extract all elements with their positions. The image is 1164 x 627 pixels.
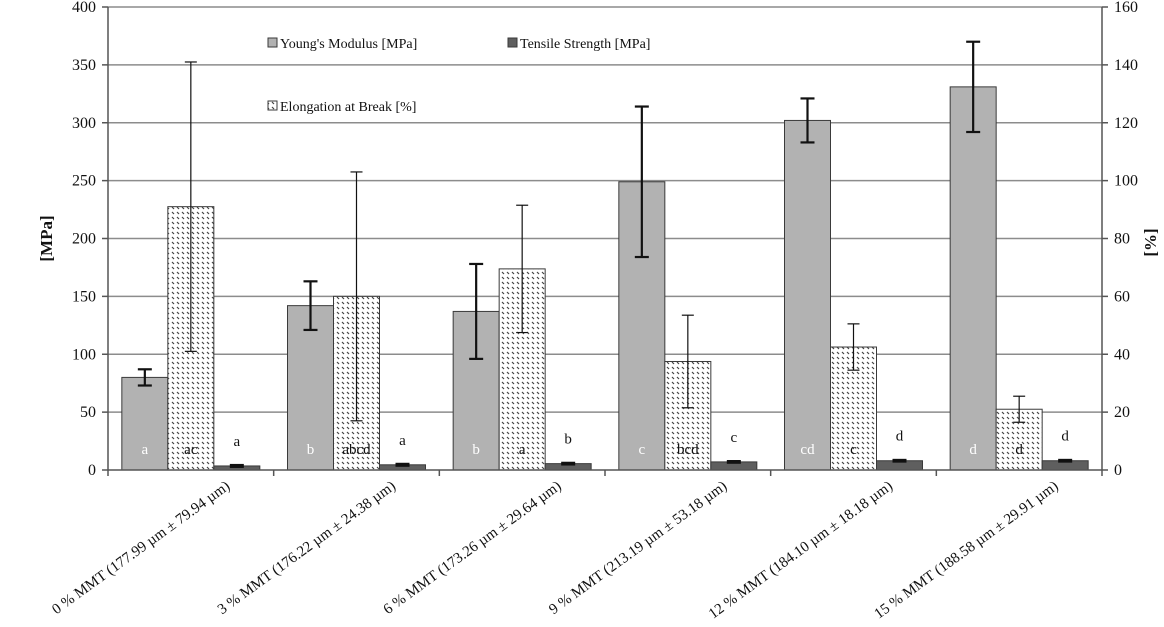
y-tick-label: 300 — [72, 115, 96, 132]
y2-tick-label: 80 — [1114, 231, 1130, 248]
gridlines — [108, 6, 1102, 413]
legend-swatch — [267, 37, 278, 48]
category-label: 12 % MMT (184.10 µm ± 18.18 µm) — [706, 478, 896, 622]
significance-letter: a — [141, 442, 148, 458]
y-tick-label: 200 — [72, 231, 96, 248]
y2-axis-title: [%] — [1141, 228, 1160, 256]
significance-letter: d — [969, 442, 977, 458]
significance-letter: c — [850, 442, 857, 458]
axes: 0 50 100 150 200 250 300 350 400 0 20 40 60 80 100 120 1… — [37, 0, 1160, 479]
y2-tick-label: 100 — [1114, 173, 1138, 190]
significance-letter: b — [307, 442, 315, 458]
significance-letter: b — [472, 442, 480, 458]
bar-0-1 — [287, 305, 334, 471]
bars — [121, 40, 1089, 471]
legend: Young's Modulus [MPa] Tensile Strength [M… — [267, 37, 650, 115]
significance-letter: ac — [184, 442, 198, 458]
significance-letter: a — [399, 433, 406, 449]
legend-label: Tensile Strength [MPa] — [520, 37, 650, 52]
y2-tick-label: 60 — [1114, 288, 1130, 305]
legend-label: Young's Modulus [MPa] — [280, 37, 417, 52]
y-tick-label: 100 — [72, 346, 96, 363]
bar-0-0 — [121, 376, 169, 471]
y2-tick-label: 0 — [1114, 462, 1122, 479]
legend-swatch — [507, 37, 518, 48]
y-tick-label: 0 — [88, 462, 96, 479]
significance-letter: a — [519, 442, 526, 458]
bar-0-4 — [784, 119, 831, 471]
y2-tick-label: 140 — [1114, 57, 1138, 74]
category-label: 15 % MMT (188.58 µm ± 29.91 µm) — [872, 478, 1062, 622]
y-tick-label: 150 — [72, 288, 96, 305]
legend-label: Elongation at Break [%] — [280, 100, 416, 115]
significance-letter: c — [730, 430, 737, 446]
legend-swatch — [267, 100, 278, 111]
y2-tick-label: 40 — [1114, 346, 1130, 363]
significance-letter: a — [233, 434, 240, 450]
category-label: 9 % MMT (213.19 µm ± 53.18 µm) — [546, 478, 730, 618]
significance-letter: abcd — [342, 442, 371, 458]
y-tick-label: 400 — [72, 0, 96, 16]
significance-letter: d — [1061, 429, 1069, 445]
y2-tick-label: 160 — [1114, 0, 1138, 16]
category-label: 0 % MMT (177.99 µm ± 79.94 µm) — [49, 478, 233, 618]
y2-tick-label: 120 — [1114, 115, 1138, 132]
category-label: 3 % MMT (176.22 µm ± 24.38 µm) — [215, 478, 399, 618]
significance-letter: cd — [800, 442, 815, 458]
y-tick-label: 50 — [80, 404, 96, 421]
y-tick-label: 350 — [72, 57, 96, 74]
significance-letter: d — [896, 429, 904, 445]
significance-letter: bcd — [677, 442, 699, 458]
significance-letter: b — [564, 432, 572, 448]
category-label: 6 % MMT (173.26 µm ± 29.64 µm) — [381, 478, 565, 618]
significance-letter: d — [1015, 442, 1023, 458]
y-tick-label: 250 — [72, 173, 96, 190]
y-axis-title: [MPa] — [37, 215, 56, 261]
bar-0-5 — [949, 86, 997, 471]
significance-letter: c — [638, 442, 645, 458]
y2-tick-label: 20 — [1114, 404, 1130, 421]
